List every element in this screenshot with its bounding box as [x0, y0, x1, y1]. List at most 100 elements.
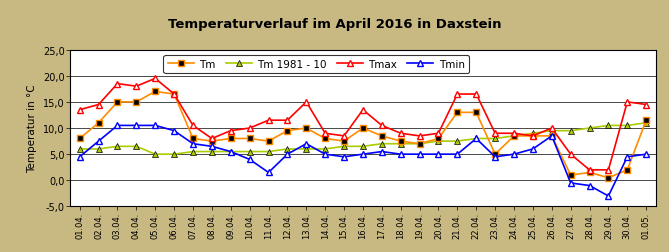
Tmax: [302, 101, 310, 104]
Tmax: [284, 119, 292, 122]
Line: Tmax: Tmax: [77, 76, 649, 173]
Tmax: [642, 104, 650, 107]
Tmin: [208, 145, 216, 148]
Tmin: [359, 153, 367, 156]
Tmin: [132, 124, 140, 128]
Tmax: [246, 127, 254, 130]
Tm: [94, 122, 102, 125]
Tmin: [321, 153, 329, 156]
Tmin: [548, 135, 556, 138]
Tmin: [340, 156, 348, 159]
Tm 1981 - 10: [397, 143, 405, 146]
Tm: [151, 90, 159, 93]
Y-axis label: Temperatur in °C: Temperatur in °C: [27, 84, 37, 173]
Tmax: [114, 83, 122, 86]
Tmin: [76, 156, 84, 159]
Tm 1981 - 10: [189, 150, 197, 153]
Tmin: [434, 153, 442, 156]
Tmax: [548, 127, 556, 130]
Tm 1981 - 10: [415, 143, 423, 146]
Tmin: [114, 124, 122, 128]
Tm: [585, 171, 593, 174]
Tm 1981 - 10: [585, 127, 593, 130]
Tm 1981 - 10: [94, 148, 102, 151]
Tmax: [510, 132, 518, 135]
Tmin: [227, 150, 235, 153]
Tmin: [604, 195, 612, 198]
Tm 1981 - 10: [208, 150, 216, 153]
Tmax: [189, 124, 197, 128]
Tm: [567, 174, 575, 177]
Tm: [208, 140, 216, 143]
Tmin: [472, 137, 480, 140]
Tmax: [359, 109, 367, 112]
Tmin: [284, 153, 292, 156]
Line: Tmin: Tmin: [77, 123, 649, 199]
Tmax: [454, 93, 462, 96]
Tmax: [585, 169, 593, 172]
Tmin: [397, 153, 405, 156]
Tmin: [302, 143, 310, 146]
Text: Temperaturverlauf im April 2016 in Daxstein: Temperaturverlauf im April 2016 in Daxst…: [168, 18, 501, 30]
Tm: [472, 111, 480, 114]
Tm: [302, 127, 310, 130]
Tm: [264, 140, 272, 143]
Tm 1981 - 10: [567, 130, 575, 133]
Tmin: [529, 148, 537, 151]
Tmax: [340, 135, 348, 138]
Tmax: [624, 101, 632, 104]
Tmax: [264, 119, 272, 122]
Tm 1981 - 10: [170, 153, 178, 156]
Tm: [284, 130, 292, 133]
Tm: [397, 140, 405, 143]
Tmax: [434, 132, 442, 135]
Tmax: [208, 137, 216, 140]
Tmax: [567, 153, 575, 156]
Tm 1981 - 10: [491, 137, 499, 140]
Tmax: [132, 85, 140, 88]
Tm 1981 - 10: [454, 140, 462, 143]
Tmin: [170, 130, 178, 133]
Tm 1981 - 10: [151, 153, 159, 156]
Tm 1981 - 10: [227, 150, 235, 153]
Tm 1981 - 10: [604, 124, 612, 128]
Tm 1981 - 10: [510, 135, 518, 138]
Tm: [510, 135, 518, 138]
Tm: [170, 93, 178, 96]
Tm: [189, 137, 197, 140]
Tmax: [227, 130, 235, 133]
Tm: [246, 137, 254, 140]
Tm: [76, 137, 84, 140]
Tm 1981 - 10: [321, 148, 329, 151]
Tmax: [491, 132, 499, 135]
Tm: [378, 135, 386, 138]
Legend: Tm, Tm 1981 - 10, Tmax, Tmin: Tm, Tm 1981 - 10, Tmax, Tmin: [163, 56, 469, 74]
Tmin: [94, 140, 102, 143]
Tmin: [415, 153, 423, 156]
Tm 1981 - 10: [284, 148, 292, 151]
Tm 1981 - 10: [359, 145, 367, 148]
Tmin: [151, 124, 159, 128]
Tm: [415, 143, 423, 146]
Tmax: [321, 132, 329, 135]
Tmax: [529, 135, 537, 138]
Tmax: [378, 124, 386, 128]
Tmax: [170, 93, 178, 96]
Tm 1981 - 10: [548, 130, 556, 133]
Tmin: [189, 143, 197, 146]
Tm: [604, 176, 612, 179]
Tm 1981 - 10: [472, 137, 480, 140]
Line: Tm: Tm: [77, 89, 649, 181]
Tm: [434, 137, 442, 140]
Tmax: [151, 78, 159, 81]
Tm: [548, 135, 556, 138]
Tmin: [264, 171, 272, 174]
Tm 1981 - 10: [246, 150, 254, 153]
Tmax: [397, 132, 405, 135]
Tmin: [585, 184, 593, 187]
Tmax: [472, 93, 480, 96]
Tm: [642, 119, 650, 122]
Tm 1981 - 10: [114, 145, 122, 148]
Tmin: [510, 153, 518, 156]
Tm 1981 - 10: [132, 145, 140, 148]
